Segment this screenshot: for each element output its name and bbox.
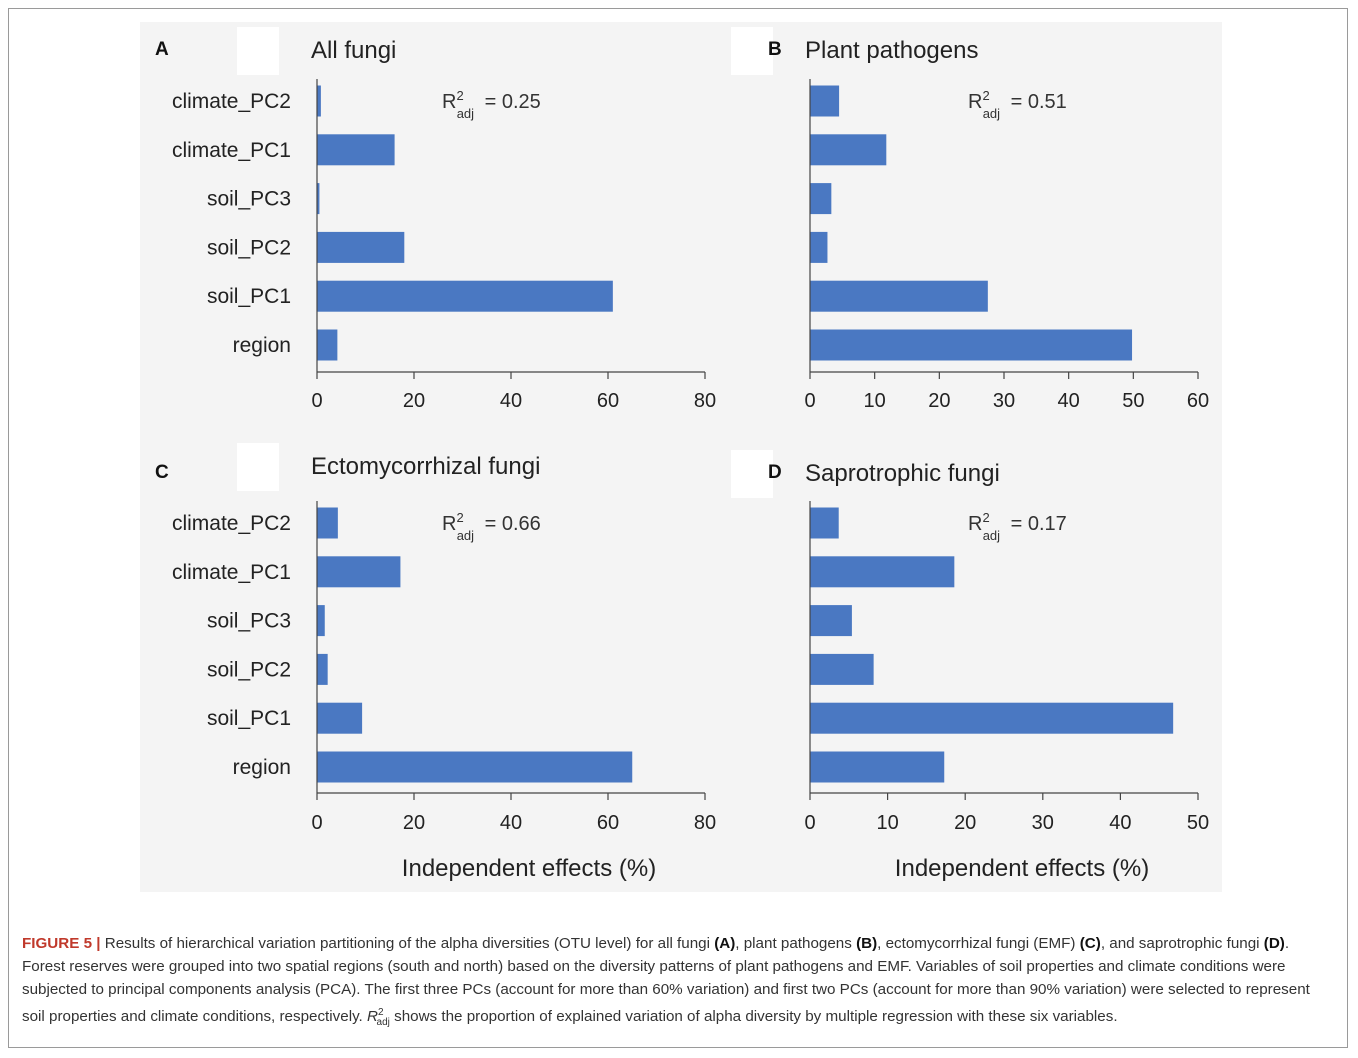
panel-d-x-axis-label: Independent effects (%) [895,855,1149,882]
panel-b-r2-label: R2 adj = 0.51 [968,88,1067,121]
panel-b-x-tick-label: 10 [864,390,886,412]
panel-c-x-tick-label: 80 [694,812,716,834]
panel-a-category-label: soil_PC3 [207,188,291,211]
caption-ref-a: (A) [714,935,736,952]
caption-ref-d: (D) [1263,935,1285,952]
panel-d-x-tick-label: 20 [954,812,976,834]
panel-a-bar-soil-pc2 [317,231,405,263]
panel-a-x-tick-label: 60 [597,390,619,412]
panel-a-category-label: climate_PC1 [172,139,291,162]
panel-a-x-tick-label: 80 [694,390,716,412]
panel-b-bar-region [810,329,1133,361]
panel-c-category-label: soil_PC1 [207,707,291,730]
panel-d-x-tick-label: 50 [1187,812,1209,834]
panel-b-bar-climate-pc1 [810,134,887,166]
panel-a-category-label: region [233,334,291,357]
caption-text-6: shows the proportion of explained variat… [389,1008,1118,1026]
panel-a-bar-region [317,329,338,361]
panel-d-x-tick-label: 0 [804,812,815,834]
panel-b-x-tick-label: 30 [993,390,1015,412]
panel-a-bar-climate-pc2 [317,85,321,117]
panel-c-bar-region [317,751,633,783]
caption-ref-c: (C) [1079,935,1101,952]
panel-c-x-tick-label: 40 [500,812,522,834]
panel-d-bar-soil-pc3 [810,605,852,637]
figure-caption: FIGURE 5 | Results of hierarchical varia… [22,932,1332,1034]
panel-b-bar-climate-pc2 [810,85,840,117]
figure-label: FIGURE 5 | [22,935,101,952]
caption-text-2: , plant pathogens [735,935,857,952]
panel-a-category-label: soil_PC2 [207,236,291,259]
panel-c-bar-soil-pc1 [317,702,363,734]
panel-a-r2-label: R2 adj = 0.25 [442,88,541,121]
panel-c-x-tick-label: 0 [311,812,322,834]
panel-d-bar-climate-pc1 [810,556,955,588]
panel-c-x-tick-label: 20 [403,812,425,834]
panel-b-bar-soil-pc3 [810,183,832,215]
panel-c-title-gap [237,443,279,491]
panel-b-x-tick-label: 60 [1187,390,1209,412]
panel-a-bar-soil-pc3 [317,183,320,215]
panel-a-title-gap [237,27,279,75]
panel-d-bar-soil-pc1 [810,702,1174,734]
caption-text-4: , and saprotrophic fungi [1100,935,1264,952]
panel-c-category-label: climate_PC1 [172,561,291,584]
panel-b-title-gap [731,27,773,75]
panel-c-category-label: soil_PC2 [207,658,291,681]
panel-c-letter: C [155,462,169,483]
panel-a-title: All fungi [311,37,396,64]
panel-a-category-label: soil_PC1 [207,285,291,308]
panel-d-title: Saprotrophic fungi [805,460,1000,487]
panel-c-r2-label: R2 adj = 0.66 [442,510,541,543]
panel-a-bar-soil-pc1 [317,280,613,312]
panel-d-letter: D [768,462,782,483]
panel-b-x-tick-label: 40 [1058,390,1080,412]
panel-a-x-tick-label: 0 [311,390,322,412]
panel-d-bar-soil-pc2 [810,653,874,685]
panel-d-title-gap [731,450,773,498]
panel-b-x-tick-label: 0 [804,390,815,412]
figure-frame [8,8,1348,1048]
panel-c-x-tick-label: 60 [597,812,619,834]
panel-c-bar-climate-pc1 [317,556,401,588]
panel-a-letter: A [155,39,169,60]
panel-a-category-label: climate_PC2 [172,90,291,113]
panel-b-title: Plant pathogens [805,37,978,64]
panel-b-letter: B [768,39,782,60]
chart-area-background [140,22,1222,892]
caption-text-1: Results of hierarchical variation partit… [100,935,715,952]
panel-c-bar-soil-pc2 [317,653,328,685]
panel-b-x-tick-label: 50 [1122,390,1144,412]
panel-b-bar-soil-pc2 [810,231,828,263]
caption-text-3: , ectomycorrhizal fungi (EMF) [877,935,1080,952]
panel-c-category-label: soil_PC3 [207,610,291,633]
panel-d-r2-label: R2 adj = 0.17 [968,510,1067,543]
panel-c-bar-soil-pc3 [317,605,325,637]
caption-r-sub: adj [376,1017,390,1029]
panel-d-x-tick-label: 40 [1109,812,1131,834]
panel-d-bar-region [810,751,945,783]
panel-c-bar-climate-pc2 [317,507,338,539]
caption-ref-b: (B) [856,935,878,952]
caption-text-5: . Forest reserves were grouped into two … [22,935,1310,1026]
panel-d-bar-climate-pc2 [810,507,839,539]
caption-r-sup: 2 [377,1007,384,1018]
panel-c-category-label: climate_PC2 [172,512,291,535]
panel-b-x-tick-label: 20 [928,390,950,412]
panel-a-x-tick-label: 20 [403,390,425,412]
panel-c-x-axis-label: Independent effects (%) [402,855,656,882]
panel-a-x-tick-label: 40 [500,390,522,412]
panel-a-bar-climate-pc1 [317,134,395,166]
panel-d-x-tick-label: 30 [1032,812,1054,834]
panel-c-title: Ectomycorrhizal fungi [311,453,540,480]
caption-r-symbol: R [366,1008,378,1026]
panel-b-bar-soil-pc1 [810,280,988,312]
panel-d-x-tick-label: 10 [876,812,898,834]
panel-c-category-label: region [233,756,291,779]
